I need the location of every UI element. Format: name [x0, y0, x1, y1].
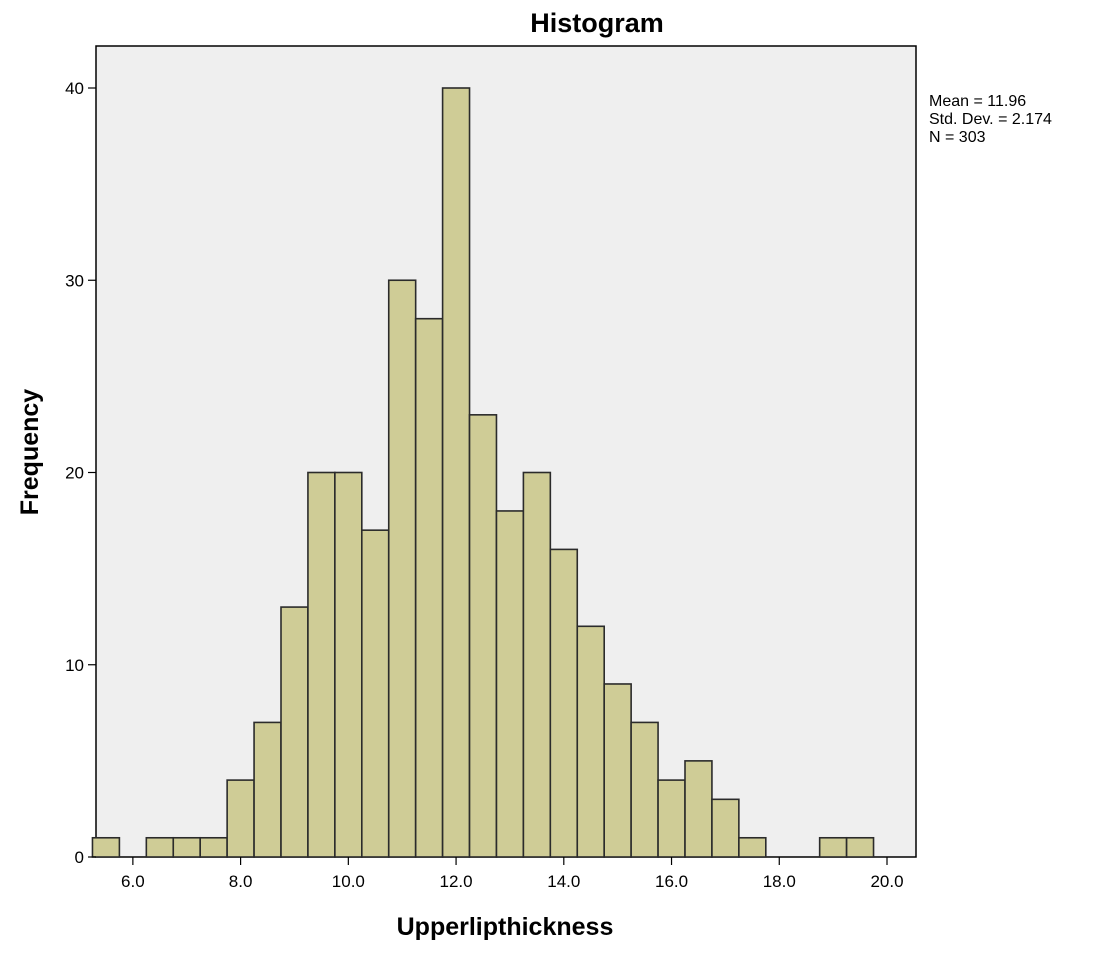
histogram-bar — [549, 548, 579, 858]
y-tick-label: 10 — [65, 656, 84, 675]
histogram-bar — [711, 798, 740, 858]
y-tick-label: 40 — [65, 79, 84, 98]
bars-group — [91, 87, 875, 858]
y-axis-title: Frequency — [16, 389, 44, 516]
histogram-bar — [280, 606, 309, 858]
histogram-bar — [226, 779, 255, 858]
x-tick-label: 10.0 — [332, 872, 365, 891]
x-tick-label: 16.0 — [655, 872, 688, 891]
histogram-bar — [495, 510, 525, 858]
x-tick-label: 18.0 — [763, 872, 796, 891]
histogram-bar — [818, 836, 848, 858]
stats-line: Mean = 11.96 — [929, 93, 1026, 110]
histogram-bar — [603, 683, 632, 858]
histogram-bar — [414, 317, 444, 858]
histogram-bar — [441, 87, 471, 858]
axes-group: 0 10 20 30 40 6.0 8.0 10.0 12.0 14.0 16.0 18.0 20.0 — [65, 79, 903, 891]
histogram-bar — [657, 779, 686, 858]
stats-line: Std. Dev. = 2.174 — [929, 111, 1052, 128]
histogram-bar — [253, 721, 282, 858]
chart-title: Histogram — [530, 8, 664, 38]
histogram-bar — [91, 836, 121, 858]
histogram-bar — [630, 721, 659, 858]
histogram-bar — [145, 836, 175, 858]
histogram-bar — [522, 471, 552, 858]
x-tick-label: 8.0 — [229, 872, 253, 891]
x-tick-label: 6.0 — [121, 872, 145, 891]
histogram-bar — [307, 471, 336, 858]
x-tick-label: 12.0 — [440, 872, 473, 891]
histogram-bar — [199, 836, 228, 858]
x-tick-label: 14.0 — [547, 872, 580, 891]
histogram-bar — [576, 625, 605, 858]
histogram-bar — [738, 836, 767, 858]
y-tick-label: 30 — [65, 271, 84, 290]
histogram-bar — [334, 471, 363, 858]
histogram-bar — [684, 760, 713, 858]
x-tick-label: 20.0 — [870, 872, 903, 891]
x-axis-title: Upperlipthickness — [397, 913, 614, 941]
histogram-bar — [172, 836, 201, 858]
y-tick-label: 20 — [65, 464, 84, 483]
histogram-bar — [845, 836, 875, 858]
histogram-bar — [360, 529, 390, 858]
histogram-bar — [387, 279, 417, 858]
y-tick-label: 0 — [75, 848, 84, 867]
stats-line: N = 303 — [929, 129, 986, 146]
histogram-bar — [468, 414, 498, 858]
